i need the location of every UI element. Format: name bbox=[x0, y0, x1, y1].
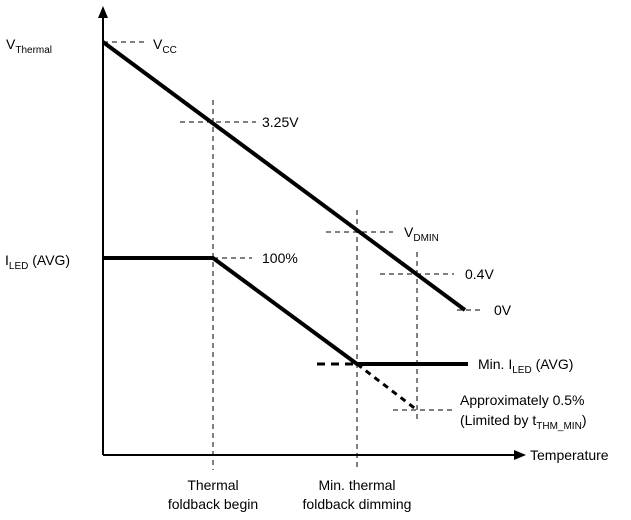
i-led-avg-label: ILED (AVG) bbox=[5, 252, 70, 272]
min-thermal-label-line2: foldback dimming bbox=[303, 496, 412, 512]
thermal-begin-label-line1: Thermal bbox=[187, 477, 238, 493]
x-axis-label: Temperature bbox=[530, 447, 609, 463]
min-thermal-label-line1: Min. thermal bbox=[318, 477, 395, 493]
v-thermal-label: VThermal bbox=[6, 36, 52, 56]
v-thermal-line bbox=[101, 40, 467, 312]
approx-label: Approximately 0.5% bbox=[460, 392, 585, 408]
i-led-dashed-extension bbox=[356, 362, 418, 412]
thermal-begin-label-line2: foldback begin bbox=[168, 496, 258, 512]
pct-100-label: 100% bbox=[262, 250, 298, 266]
vdmin-label: VDMIN bbox=[404, 224, 439, 244]
limited-label: (Limited by tTHM_MIN) bbox=[460, 412, 586, 432]
v-325-label: 3.25V bbox=[262, 114, 299, 130]
min-iled-label: Min. ILED (AVG) bbox=[478, 356, 573, 376]
vcc-label: VCC bbox=[153, 36, 177, 56]
v-0-label: 0V bbox=[494, 302, 512, 318]
i-led-line bbox=[103, 256, 468, 366]
v-04-label: 0.4V bbox=[465, 266, 494, 282]
